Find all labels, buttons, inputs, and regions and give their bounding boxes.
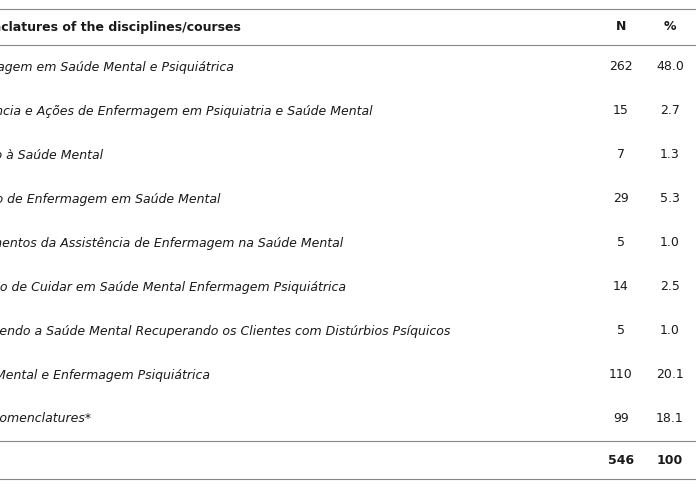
Text: 1.0: 1.0 <box>660 324 680 337</box>
Text: Assistência e Ações de Enfermagem em Psiquiatria e Saúde Mental: Assistência e Ações de Enfermagem em Psi… <box>0 105 374 118</box>
Text: Atenção à Saúde Mental: Atenção à Saúde Mental <box>0 148 104 162</box>
Text: Enfermagem em Saúde Mental e Psiquiátrica: Enfermagem em Saúde Mental e Psiquiátric… <box>0 61 234 73</box>
Text: 18.1: 18.1 <box>656 413 684 426</box>
Text: 5: 5 <box>617 324 625 337</box>
Text: N: N <box>616 20 626 34</box>
Text: 5: 5 <box>617 237 625 249</box>
Text: 546: 546 <box>608 453 634 467</box>
Text: 15: 15 <box>613 105 629 118</box>
Text: 2.5: 2.5 <box>660 281 680 294</box>
Text: 14: 14 <box>613 281 629 294</box>
Text: 99: 99 <box>613 413 629 426</box>
Text: 1.3: 1.3 <box>660 148 680 162</box>
Text: 262: 262 <box>609 61 633 73</box>
Text: 20.1: 20.1 <box>656 369 684 381</box>
Text: %: % <box>664 20 677 34</box>
Text: 29: 29 <box>613 192 629 205</box>
Text: Nomenclatures of the disciplines/courses: Nomenclatures of the disciplines/courses <box>0 20 241 34</box>
Text: Processo de Cuidar em Saúde Mental Enfermagem Psiquiátrica: Processo de Cuidar em Saúde Mental Enfer… <box>0 281 346 294</box>
Text: 1.0: 1.0 <box>660 237 680 249</box>
Text: 2.7: 2.7 <box>660 105 680 118</box>
Text: Other nomenclatures*: Other nomenclatures* <box>0 413 91 426</box>
Text: 5.3: 5.3 <box>660 192 680 205</box>
Text: 48.0: 48.0 <box>656 61 684 73</box>
Text: 110: 110 <box>609 369 633 381</box>
Text: 7: 7 <box>617 148 625 162</box>
Text: Cuidado de Enfermagem em Saúde Mental: Cuidado de Enfermagem em Saúde Mental <box>0 192 221 205</box>
Text: Fundamentos da Assistência de Enfermagem na Saúde Mental: Fundamentos da Assistência de Enfermagem… <box>0 237 343 249</box>
Text: Promovendo a Saúde Mental Recuperando os Clientes com Distúrbios Psíquicos: Promovendo a Saúde Mental Recuperando os… <box>0 324 450 337</box>
Text: 100: 100 <box>657 453 683 467</box>
Text: Saúde Mental e Enfermagem Psiquiátrica: Saúde Mental e Enfermagem Psiquiátrica <box>0 369 210 381</box>
